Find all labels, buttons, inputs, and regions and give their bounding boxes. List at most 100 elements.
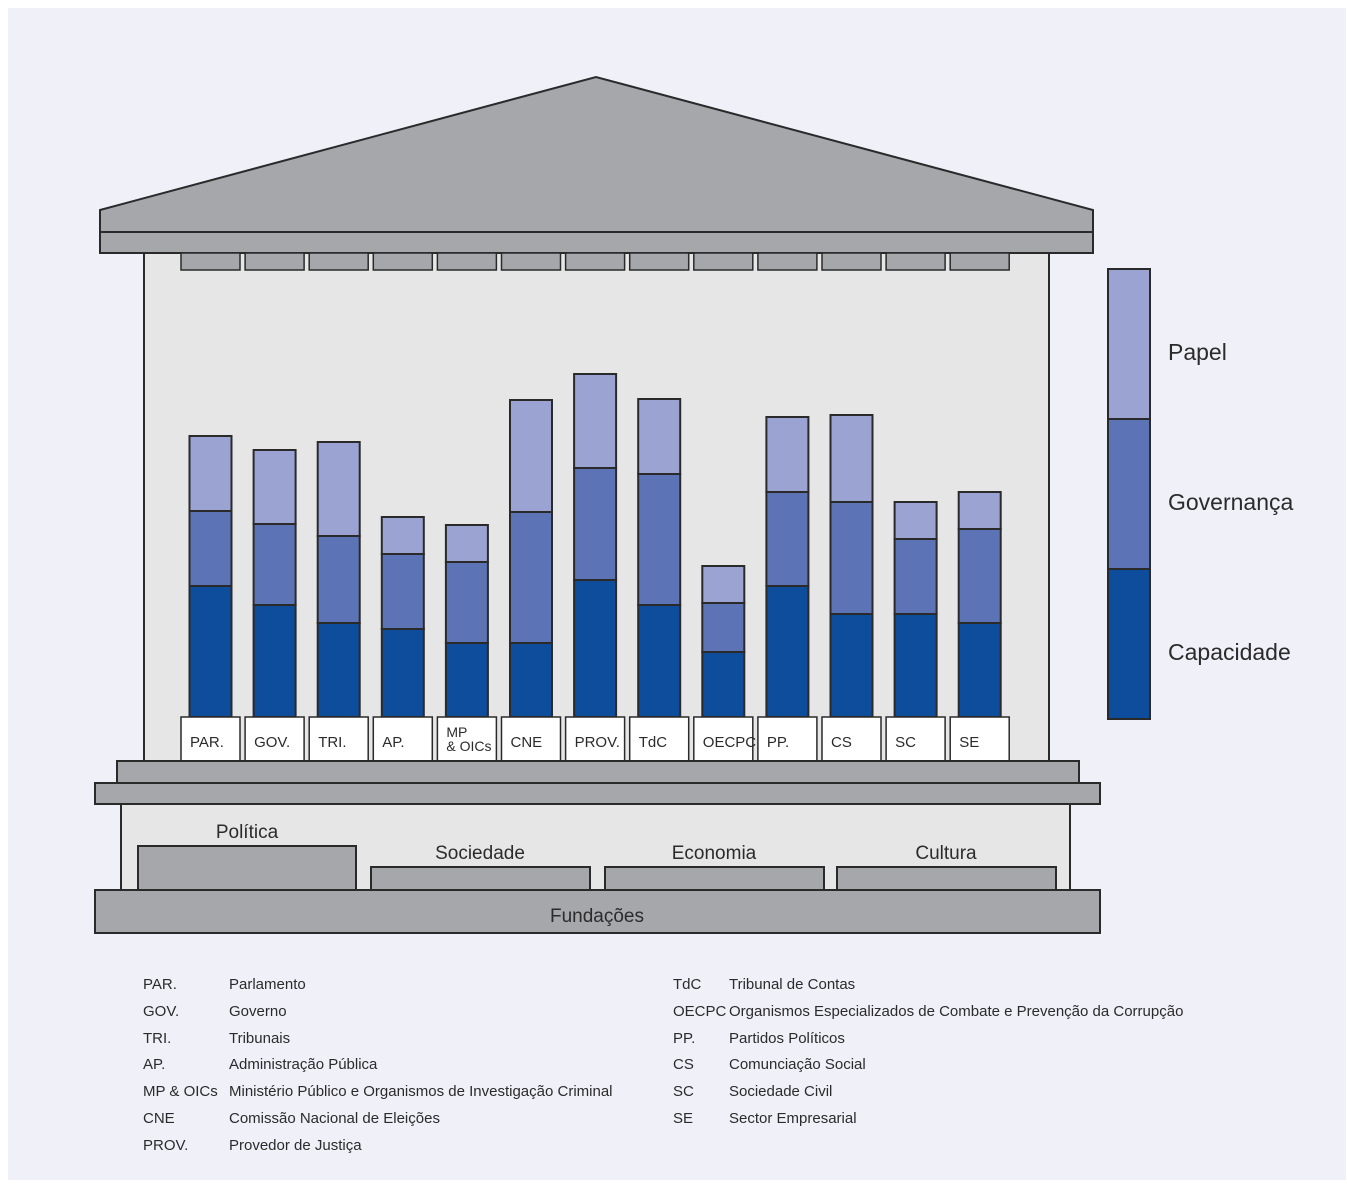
tick-label-cs: CS <box>831 734 852 751</box>
bar-gov-capacidade <box>254 605 296 717</box>
bar-ap-papel <box>382 517 424 554</box>
abbreviation-code: MP & OICs <box>143 1079 218 1106</box>
abbreviation-meaning: Parlamento <box>229 972 306 999</box>
column-capital-cne <box>502 253 561 270</box>
abbreviation-meaning: Tribunal de Contas <box>729 972 855 999</box>
bar-mp-oics-capacidade <box>446 643 488 717</box>
foundation-pillar-economia <box>605 867 824 890</box>
abbreviation-legend: PAR. Parlamento GOV. Governo TRI. Tribunais AP… <box>143 972 1243 1152</box>
foundation-pillar-label-cultura: Cultura <box>915 843 977 864</box>
abbreviation-meaning: Provedor de Justiça <box>229 1133 362 1160</box>
bar-mp-oics-papel <box>446 525 488 562</box>
tick-label-prov: PROV. <box>575 734 620 751</box>
abbreviation-code: SC <box>673 1079 694 1106</box>
abbreviation-code: TdC <box>673 972 701 999</box>
bar-par-governanca <box>190 511 232 586</box>
bar-oecpc-governanca <box>702 603 744 652</box>
bar-se-capacidade <box>959 623 1001 717</box>
bar-cs-governanca <box>831 502 873 614</box>
bar-prov-papel <box>574 374 616 468</box>
bar-mp-oics-governanca <box>446 562 488 643</box>
bar-ap-capacidade <box>382 629 424 717</box>
column-capital-prov <box>566 253 625 270</box>
bar-tri-capacidade <box>318 623 360 717</box>
abbreviation-meaning: Tribunais <box>229 1026 290 1053</box>
tick-label-sc: SC <box>895 734 916 751</box>
bar-sc-governanca <box>895 539 937 614</box>
abbreviation-meaning: Governo <box>229 999 287 1026</box>
abbreviation-meaning: Administração Pública <box>229 1052 377 1079</box>
bar-tri-papel <box>318 442 360 536</box>
legend-label-papel: Papel <box>1168 339 1227 365</box>
abbreviation-code: PAR. <box>143 972 177 999</box>
bar-cs-capacidade <box>831 614 873 717</box>
abbreviation-code: PROV. <box>143 1133 188 1160</box>
roof-beam <box>100 232 1093 253</box>
bar-tdc-governanca <box>638 474 680 605</box>
column-capital-gov <box>245 253 304 270</box>
abbreviation-code: GOV. <box>143 999 179 1026</box>
bar-sc-capacidade <box>895 614 937 717</box>
abbreviation-code: PP. <box>673 1026 695 1053</box>
abbreviation-meaning: Organismos Especializados de Combate e P… <box>729 999 1183 1026</box>
abbreviation-meaning: Ministério Público e Organismos de Inves… <box>229 1079 613 1106</box>
foundation-pillar-politica <box>138 846 356 890</box>
tick-label-tri: TRI. <box>318 734 346 751</box>
foundation-label: Fundações <box>550 906 644 927</box>
tick-label-oecpc: OECPC <box>703 734 757 751</box>
legend-label-capacidade: Capacidade <box>1168 639 1291 665</box>
bar-pp-papel <box>766 417 808 492</box>
bar-oecpc-papel <box>702 566 744 603</box>
bar-cs-papel <box>831 415 873 502</box>
bar-par-capacidade <box>190 586 232 717</box>
upper-step <box>117 761 1079 783</box>
bar-se-papel <box>959 492 1001 529</box>
foundation-pillar-label-sociedade: Sociedade <box>435 843 525 864</box>
bar-se-governanca <box>959 529 1001 623</box>
bar-pp-capacidade <box>766 586 808 717</box>
bar-sc-papel <box>895 502 937 539</box>
bar-cne-papel <box>510 400 552 512</box>
abbreviation-code: AP. <box>143 1052 165 1079</box>
abbreviation-code: CS <box>673 1052 694 1079</box>
tick-label-cne: CNE <box>511 734 543 751</box>
legend-label-governanca: Governança <box>1168 489 1294 515</box>
tick-label-tdc: TdC <box>639 734 668 751</box>
column-capital-se <box>950 253 1009 270</box>
column-capital-mp-oics <box>437 253 496 270</box>
foundation-pillar-sociedade <box>371 867 590 890</box>
abbreviation-code: OECPC <box>673 999 726 1026</box>
bar-cne-capacidade <box>510 643 552 717</box>
column-capital-par <box>181 253 240 270</box>
bar-par-papel <box>190 436 232 511</box>
column-capital-tdc <box>630 253 689 270</box>
tick-label-pp: PP. <box>767 734 789 751</box>
legend-swatch-governanca <box>1108 419 1150 569</box>
abbreviation-meaning: Partidos Políticos <box>729 1026 845 1053</box>
tick-label-par: PAR. <box>190 734 224 751</box>
tick-label-gov: GOV. <box>254 734 290 751</box>
abbreviation-meaning: Comunciação Social <box>729 1052 866 1079</box>
column-capital-ap <box>373 253 432 270</box>
column-capital-tri <box>309 253 368 270</box>
roof <box>100 77 1093 232</box>
lower-step <box>95 783 1100 804</box>
bar-ap-governanca <box>382 554 424 629</box>
abbreviation-meaning: Comissão Nacional de Eleições <box>229 1106 440 1133</box>
abbreviation-code: TRI. <box>143 1026 171 1053</box>
column-capital-oecpc <box>694 253 753 270</box>
column-capital-pp <box>758 253 817 270</box>
bar-prov-governanca <box>574 468 616 580</box>
bar-tri-governanca <box>318 536 360 623</box>
column-capital-cs <box>822 253 881 270</box>
foundation-pillar-cultura <box>837 867 1056 890</box>
bar-prov-capacidade <box>574 580 616 717</box>
foundation-pillar-label-politica: Política <box>216 822 279 843</box>
temple-diagram: PAR. GOV. TRI. AP.MP & OICs CNE PROV. TdC OECPC P… <box>0 0 1347 960</box>
tick-label-ap: AP. <box>382 734 404 751</box>
foundation-pillar-label-economia: Economia <box>672 843 757 864</box>
bar-cne-governanca <box>510 512 552 643</box>
legend-swatch-papel <box>1108 269 1150 419</box>
abbreviation-code: SE <box>673 1106 693 1133</box>
bar-oecpc-capacidade <box>702 652 744 717</box>
